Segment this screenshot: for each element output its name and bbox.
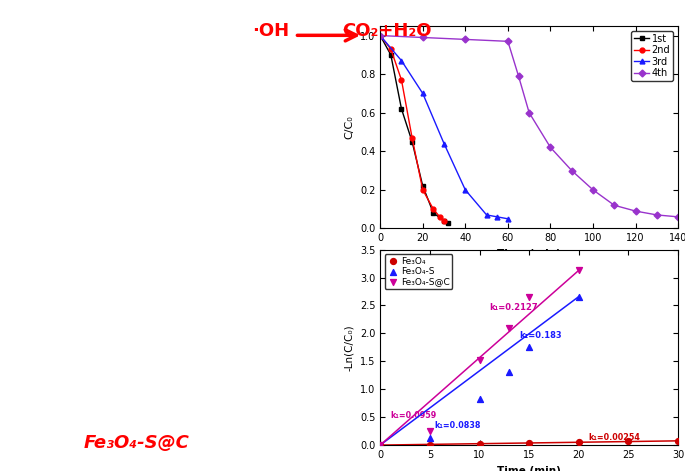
3rd [503, 216, 512, 222]
Fe₃O₄-S@C [424, 427, 436, 435]
Fe₃O₄-S@C [503, 324, 515, 332]
Fe₃O₄-S [424, 434, 436, 442]
1st [397, 106, 406, 112]
Line: 1st: 1st [377, 33, 451, 225]
Legend: Fe₃O₄, Fe₃O₄-S, Fe₃O₄-S@C: Fe₃O₄, Fe₃O₄-S, Fe₃O₄-S@C [385, 254, 452, 289]
4th [589, 187, 597, 193]
Fe₃O₄ [375, 441, 386, 449]
Line: 4th: 4th [377, 33, 681, 219]
3rd [440, 141, 448, 146]
Legend: 1st, 2nd, 3rd, 4th: 1st, 2nd, 3rd, 4th [632, 31, 673, 81]
1st [444, 220, 452, 226]
1st [408, 139, 416, 145]
4th [674, 214, 682, 219]
Text: Fe₃O₄-S@C: Fe₃O₄-S@C [84, 434, 190, 452]
1st [440, 218, 448, 224]
1st [387, 52, 395, 57]
Fe₃O₄ [623, 438, 634, 445]
Text: k₁=0.183: k₁=0.183 [519, 331, 562, 340]
Fe₃O₄ [573, 439, 584, 446]
3rd [482, 212, 490, 218]
X-axis label: Time (min): Time (min) [497, 465, 561, 471]
Fe₃O₄-S [573, 293, 584, 300]
4th [525, 110, 533, 115]
3rd [461, 187, 469, 193]
2nd [376, 32, 384, 38]
4th [547, 145, 555, 150]
2nd [429, 206, 438, 212]
Text: k₁=0.0838: k₁=0.0838 [435, 421, 482, 430]
4th [503, 39, 512, 44]
Fe₃O₄ [474, 440, 485, 448]
4th [653, 212, 661, 218]
Fe₃O₄ [673, 437, 684, 445]
2nd [436, 214, 444, 219]
1st [419, 183, 427, 189]
4th [376, 32, 384, 38]
4th [568, 168, 576, 173]
Fe₃O₄-S@C [375, 441, 386, 449]
2nd [419, 187, 427, 193]
X-axis label: Time (min): Time (min) [497, 249, 561, 259]
1st [376, 32, 384, 38]
Y-axis label: -Ln(C/C₀): -Ln(C/C₀) [345, 324, 354, 371]
Fe₃O₄ [523, 439, 534, 447]
2nd [408, 135, 416, 141]
Fe₃O₄-S [375, 441, 386, 449]
Text: ·OH: ·OH [252, 22, 289, 40]
2nd [440, 218, 448, 224]
Fe₃O₄ [424, 441, 436, 448]
2nd [387, 46, 395, 52]
Text: k₁=0.2127: k₁=0.2127 [489, 303, 538, 312]
3rd [419, 90, 427, 96]
Text: k₁=0.0959: k₁=0.0959 [390, 411, 436, 420]
Fe₃O₄-S [523, 344, 534, 351]
Fe₃O₄-S@C [474, 357, 485, 364]
Line: 3rd: 3rd [377, 33, 510, 221]
3rd [376, 32, 384, 38]
Fe₃O₄-S@C [523, 293, 534, 301]
4th [610, 203, 619, 208]
Fe₃O₄-S [503, 369, 515, 376]
Y-axis label: C/C₀: C/C₀ [345, 115, 354, 139]
4th [632, 208, 640, 214]
3rd [397, 58, 406, 64]
2nd [397, 77, 406, 83]
3rd [493, 214, 501, 219]
Line: 2nd: 2nd [377, 33, 447, 223]
Fe₃O₄-S@C [573, 267, 584, 274]
4th [514, 73, 523, 79]
Text: k₁=0.00254: k₁=0.00254 [588, 432, 640, 441]
Fe₃O₄-S [474, 396, 485, 403]
4th [461, 37, 469, 42]
Text: CO₂+H₂O: CO₂+H₂O [342, 22, 432, 40]
4th [419, 35, 427, 41]
1st [429, 210, 438, 216]
